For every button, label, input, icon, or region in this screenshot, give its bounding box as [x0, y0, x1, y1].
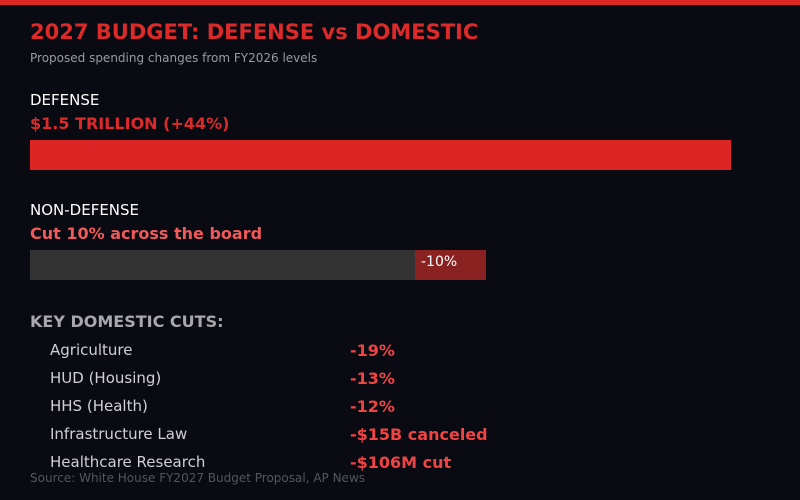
cut-item-label: Agriculture [50, 341, 133, 359]
cut-item-value: -19% [350, 341, 395, 360]
key-cuts-heading: KEY DOMESTIC CUTS: [30, 312, 224, 331]
top-accent-bar [0, 0, 800, 5]
defense-bar [30, 140, 731, 170]
cut-item-label: Healthcare Research [50, 453, 206, 471]
non-defense-label: NON-DEFENSE [30, 201, 140, 219]
cut-item-value: -$106M cut [350, 453, 452, 472]
non-defense-cut-segment [415, 250, 486, 280]
defense-value: $1.5 TRILLION (+44%) [30, 114, 230, 133]
subtitle: Proposed spending changes from FY2026 le… [30, 51, 318, 65]
cut-item-value: -$15B canceled [350, 425, 488, 444]
cut-item-value: -13% [350, 369, 395, 388]
cut-item-label: Infrastructure Law [50, 425, 188, 443]
page-title: 2027 BUDGET: DEFENSE vs DOMESTIC [30, 20, 479, 44]
non-defense-bar [30, 250, 486, 280]
defense-label: DEFENSE [30, 91, 100, 109]
non-defense-value: Cut 10% across the board [30, 224, 263, 243]
cut-item-label: HHS (Health) [50, 397, 148, 415]
non-defense-cut-label: -10% [421, 254, 458, 270]
cut-item-label: HUD (Housing) [50, 369, 162, 387]
source-note: Source: White House FY2027 Budget Propos… [30, 471, 366, 485]
cut-item-value: -12% [350, 397, 395, 416]
